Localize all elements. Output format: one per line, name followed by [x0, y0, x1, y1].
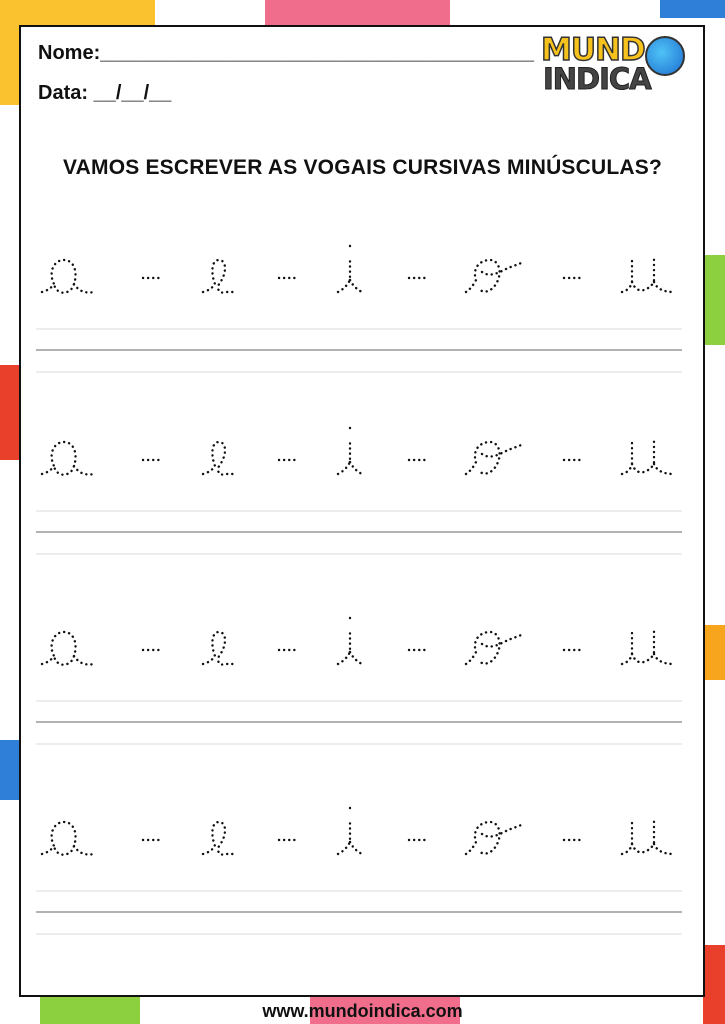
decor-block-pink — [310, 995, 460, 1024]
decor-block-green — [40, 995, 140, 1024]
traced-letter-e — [201, 630, 237, 666]
globe-mascot-icon — [645, 36, 685, 76]
traced-letter-e — [201, 820, 237, 856]
decor-block-green — [703, 255, 725, 345]
date-field-label: Data: __/__/__ — [38, 82, 172, 104]
logo-line2: INDICA — [543, 62, 653, 97]
traced-letter-o — [464, 630, 526, 666]
traced-letter-i — [336, 806, 364, 856]
decor-block-red — [703, 945, 725, 1024]
decor-block-pink — [265, 0, 450, 25]
traced-letter-i — [336, 616, 364, 666]
traced-letter-o — [464, 258, 526, 294]
name-field-label: Nome:___________________________________… — [38, 42, 535, 64]
decor-block-blue — [660, 0, 725, 18]
traced-letter-o — [464, 820, 526, 856]
traced-letter-a — [40, 630, 96, 666]
traced-letter-u — [620, 628, 676, 666]
decor-block-red — [0, 365, 19, 460]
decor-block-orange — [703, 625, 725, 680]
traced-letter-a — [40, 820, 96, 856]
traced-letter-a — [40, 440, 96, 476]
traced-letter-e — [201, 440, 237, 476]
traced-letter-i — [336, 426, 364, 476]
footer-website: www.mundoindica.com — [262, 1001, 463, 1021]
mundo-indica-logo: MUND INDICA — [540, 31, 701, 98]
logo-line1: MUND — [540, 31, 646, 69]
decor-block-blue — [0, 740, 19, 800]
traced-letter-u — [620, 438, 676, 476]
traced-letter-i — [336, 244, 364, 294]
traced-letter-o — [464, 440, 526, 476]
worksheet-title: VAMOS ESCREVER AS VOGAIS CURSIVAS MINÚSC… — [62, 156, 662, 179]
traced-letter-e — [201, 258, 237, 294]
traced-letter-u — [620, 818, 676, 856]
decor-block-yellow — [0, 0, 20, 105]
traced-letter-u — [620, 256, 676, 294]
traced-letter-a — [40, 258, 96, 294]
